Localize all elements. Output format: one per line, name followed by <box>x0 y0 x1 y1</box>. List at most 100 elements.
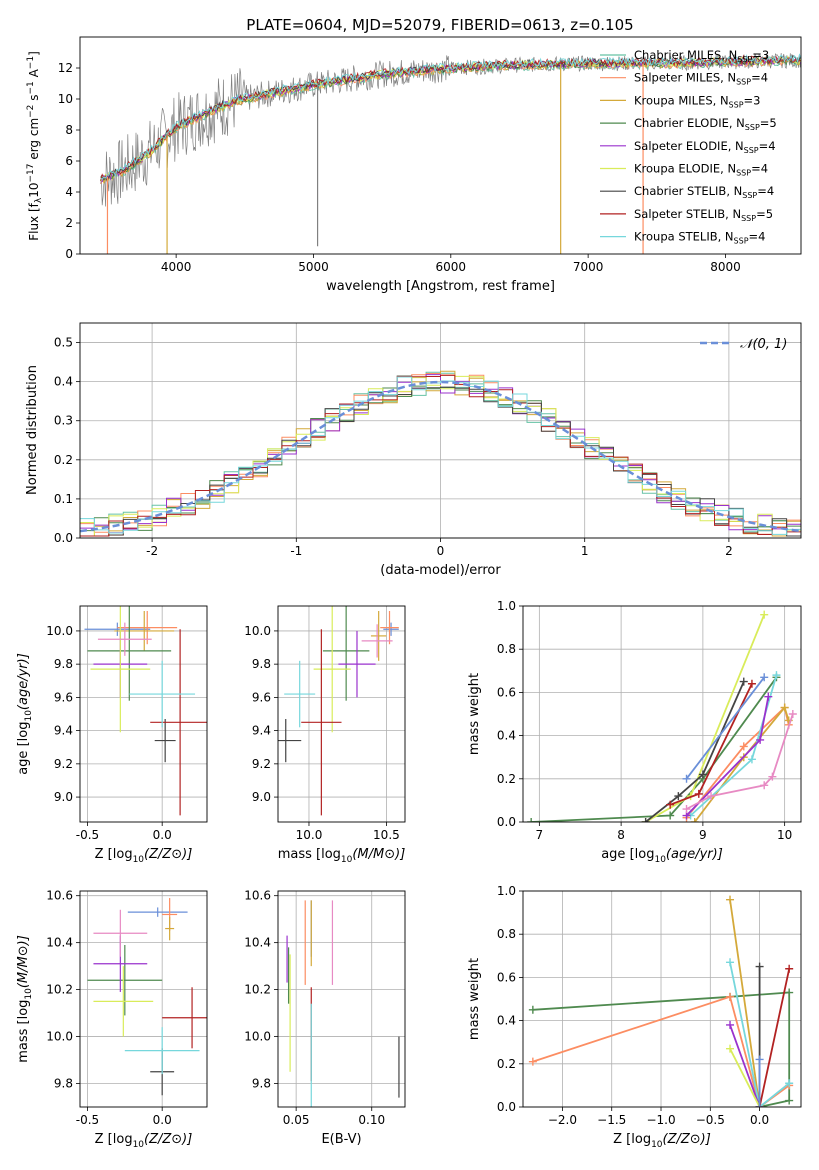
tick-label-y: 0.5 <box>54 336 73 350</box>
tick-label-y: 0.0 <box>497 1100 516 1114</box>
tick-label-x: 9 <box>699 828 707 842</box>
tick-label-x: -2 <box>146 544 158 558</box>
tick-label-y: 0.4 <box>497 1014 516 1028</box>
legend-tail: =5 <box>756 207 773 221</box>
plot-area <box>100 53 801 254</box>
tick-label-y: 1.0 <box>497 599 516 613</box>
series-marker-6 <box>698 770 707 779</box>
series-marker-6 <box>755 962 764 971</box>
tick-label-x: 0.0 <box>750 1113 769 1127</box>
series-marker-8 <box>755 1055 764 1064</box>
tick-label-y: 0.0 <box>54 531 73 545</box>
plot-area <box>84 606 207 816</box>
series-marker-1 <box>739 742 748 751</box>
tick-label-y: 0.3 <box>54 414 73 428</box>
y-axis-label-sup: −1 <box>26 81 36 94</box>
tick-label-x: 0.10 <box>358 1113 385 1127</box>
x-axis-label-sub: 10 <box>341 855 353 865</box>
tick-label-y: 0.1 <box>54 492 73 506</box>
y-axis-label: Normed distribution <box>25 365 40 495</box>
legend-sub: SSP <box>742 191 757 200</box>
legend-sub: SSP <box>744 146 759 155</box>
tick-label-y: 0.6 <box>497 970 516 984</box>
y-axis-label: age [log10(age/yr)] <box>16 653 34 775</box>
series-line-2 <box>729 899 761 1107</box>
legend-tail: =4 <box>759 139 776 153</box>
tick-label-x: 0.0 <box>153 1113 172 1127</box>
legend-tail: =3 <box>744 93 761 107</box>
tick-label-y: 9.6 <box>252 690 271 704</box>
tick-label-y: 9.0 <box>252 790 271 804</box>
x-axis-label-tail: (Z/Z⊙)] <box>663 1132 711 1147</box>
legend-sub: SSP <box>736 78 751 87</box>
tick-label-x: 2 <box>725 544 733 558</box>
series-line-6 <box>645 681 745 822</box>
axes-frame <box>277 605 406 823</box>
tick-label-y: 10.4 <box>244 936 271 950</box>
tick-label-x: −2.0 <box>548 1113 577 1127</box>
tick-label-y: 10.6 <box>46 889 73 903</box>
y-axis-label-tail: (M/M⊙)] <box>16 935 31 988</box>
normal-curve <box>80 380 801 533</box>
series-marker-0 <box>528 1005 537 1014</box>
tick-label-x: -0.5 <box>76 1113 99 1127</box>
tick-label-y: 10.0 <box>244 624 271 638</box>
tick-label-y: 4 <box>65 185 73 199</box>
tick-label-x: −1.5 <box>597 1113 626 1127</box>
x-axis-label-sub: 10 <box>133 855 145 865</box>
y-axis-label: mass weight <box>467 958 482 1040</box>
series-line-5 <box>729 1048 761 1107</box>
legend-entry-8: Kroupa STELIB, NSSP=4 <box>634 230 765 246</box>
series-marker-7 <box>666 800 675 809</box>
tick-label-y: 10 <box>58 92 73 106</box>
mass-vs-ebv-panel: 0.05 0.10 9.8 10.0 10.2 10.4 10.6 E(B-V) <box>244 889 406 1147</box>
histogram-7 <box>80 374 801 537</box>
x-axis-label: (data-model)/error <box>380 563 501 578</box>
legend-sub: SSP <box>729 100 744 109</box>
series-marker-0 <box>527 818 536 822</box>
tick-label-y: 9.4 <box>54 724 73 738</box>
series-marker-2 <box>690 818 699 822</box>
series-marker-8 <box>755 1103 764 1107</box>
legend-sub: SSP <box>734 237 749 246</box>
series-marker-6 <box>674 792 683 801</box>
legend-tail: =5 <box>760 116 777 130</box>
tick-label-x: 10.0 <box>296 828 323 842</box>
axes-frame <box>79 890 208 1108</box>
x-axis-label-tail: (Z/Z⊙)] <box>144 1132 192 1147</box>
series-marker-7 <box>785 964 794 973</box>
legend-sub: SSP <box>737 55 752 64</box>
tick-label-y: 9.8 <box>54 657 73 671</box>
tick-label-y: 9.0 <box>54 790 73 804</box>
tick-label-y: 2 <box>65 216 73 230</box>
x-axis-label-sub: 10 <box>133 1140 145 1150</box>
y-axis-label-tail: erg cm <box>27 118 41 164</box>
series-marker-3 <box>785 1079 794 1088</box>
y-axis-label-sub: λ <box>34 197 44 203</box>
tick-label-x: −0.5 <box>696 1113 725 1127</box>
series-line-3 <box>729 962 790 1107</box>
series-line-7 <box>758 968 791 1107</box>
mass-vs-metallicity-panel: -0.5 0.0 9.8 10.0 10.2 10.4 10.6 Z [log10(Z/Z⊙)… <box>16 889 208 1150</box>
axes-frame <box>79 36 802 255</box>
series-marker-0 <box>666 811 675 820</box>
series-line-4 <box>729 1024 761 1107</box>
histogram-8 <box>80 376 801 537</box>
tick-label-y: 0.2 <box>54 453 73 467</box>
series-marker-6 <box>641 818 650 822</box>
tick-label-y: 1.0 <box>497 884 516 898</box>
tick-label-y: 12 <box>58 61 73 75</box>
tick-label-y: 10.2 <box>46 983 73 997</box>
tick-label-y: 10.0 <box>244 1030 271 1044</box>
x-axis-label: Z [log10(Z/Z⊙)] <box>613 1132 711 1150</box>
series-marker-6 <box>739 677 748 686</box>
tick-label-y: 9.8 <box>54 1077 73 1091</box>
series-marker-5 <box>760 610 769 619</box>
x-axis-label-tail: (Z/Z⊙)] <box>144 847 192 862</box>
axes-frame <box>522 890 802 1108</box>
tick-label-x: 5000 <box>298 260 329 274</box>
tick-label-y: 0.2 <box>497 772 516 786</box>
series-marker-7 <box>747 679 756 688</box>
series-marker-9 <box>768 772 777 781</box>
